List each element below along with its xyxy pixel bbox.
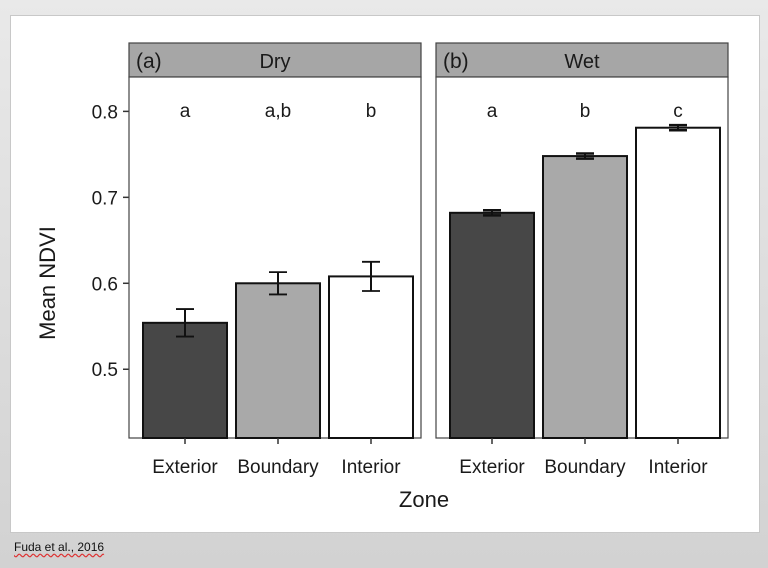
x-tick-label: Boundary (237, 457, 319, 478)
x-tick-label: Exterior (459, 457, 525, 478)
panel-tag: (b) (443, 50, 469, 73)
y-tick-label: 0.7 (92, 188, 118, 209)
x-axis-label: Zone (399, 487, 449, 512)
panel-title: Dry (259, 51, 290, 73)
bar (142, 321, 228, 440)
significance-letter: a,b (265, 101, 291, 122)
x-tick-label: Interior (341, 457, 401, 478)
y-tick-label: 0.5 (92, 360, 118, 381)
significance-letter: a (180, 101, 191, 122)
panel-title: Wet (564, 51, 600, 73)
x-tick-label: Exterior (152, 457, 218, 478)
significance-letter: c (673, 101, 683, 122)
significance-letter: b (580, 101, 591, 122)
bar (235, 282, 321, 439)
significance-letter: b (366, 101, 377, 122)
x-tick-label: Interior (648, 457, 708, 478)
x-tick-label: Boundary (544, 457, 626, 478)
bar (635, 126, 721, 439)
y-tick-label: 0.6 (92, 274, 118, 295)
y-axis-label: Mean NDVI (35, 226, 60, 340)
source-credit: Fuda et al., 2016 (14, 540, 105, 554)
slide-card: Mean NDVI Zone 0.5 0.6 0.7 0.8 (a) Dry a Exteri… (10, 15, 760, 533)
significance-letter: a (487, 101, 498, 122)
panel-strip (128, 42, 422, 78)
panel-tag: (a) (136, 50, 162, 73)
bar (542, 155, 628, 439)
ndvi-bar-chart: Mean NDVI Zone 0.5 0.6 0.7 0.8 (a) Dry a Exteri… (35, 42, 729, 512)
y-tick-label: 0.8 (92, 102, 118, 123)
bar (328, 275, 414, 439)
bar (449, 211, 535, 439)
